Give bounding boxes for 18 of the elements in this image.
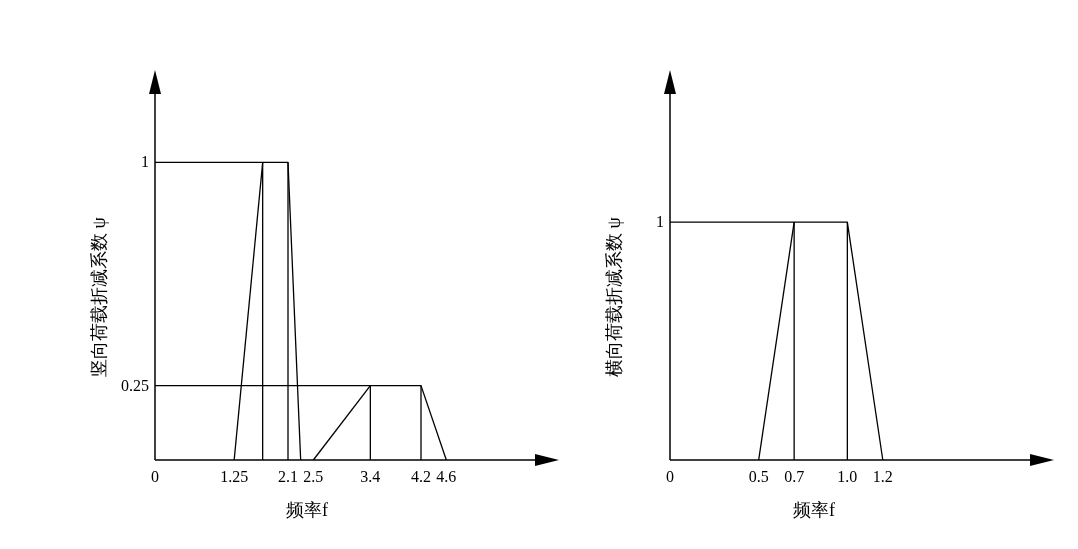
- x-tick-label: 0: [666, 468, 674, 485]
- x-tick-label: 1.0: [837, 468, 858, 485]
- x-tick-label: 4.6: [436, 468, 457, 485]
- x-tick-label: 3.4: [360, 468, 381, 485]
- x-tick-label: 4.2: [411, 468, 431, 485]
- x-axis-title: 频率f: [286, 500, 328, 520]
- x-tick-label: 2.5: [303, 468, 324, 485]
- y-axis-title: 竖向荷载折减系数 ψ: [89, 216, 109, 377]
- x-tick-label: 1.2: [872, 468, 893, 485]
- x-axis-title: 频率f: [793, 500, 835, 520]
- y-tick-label: 0.25: [121, 376, 149, 394]
- x-tick-label: 1.25: [220, 468, 249, 485]
- x-tick-label: 0: [151, 468, 159, 485]
- y-axis-title: 横向荷载折减系数 ψ: [604, 216, 624, 377]
- x-tick-label: 0.5: [748, 468, 769, 485]
- text: 1: [656, 213, 664, 231]
- x-tick-label: 0.7: [784, 468, 805, 485]
- x-tick-label: 2.1: [278, 468, 298, 485]
